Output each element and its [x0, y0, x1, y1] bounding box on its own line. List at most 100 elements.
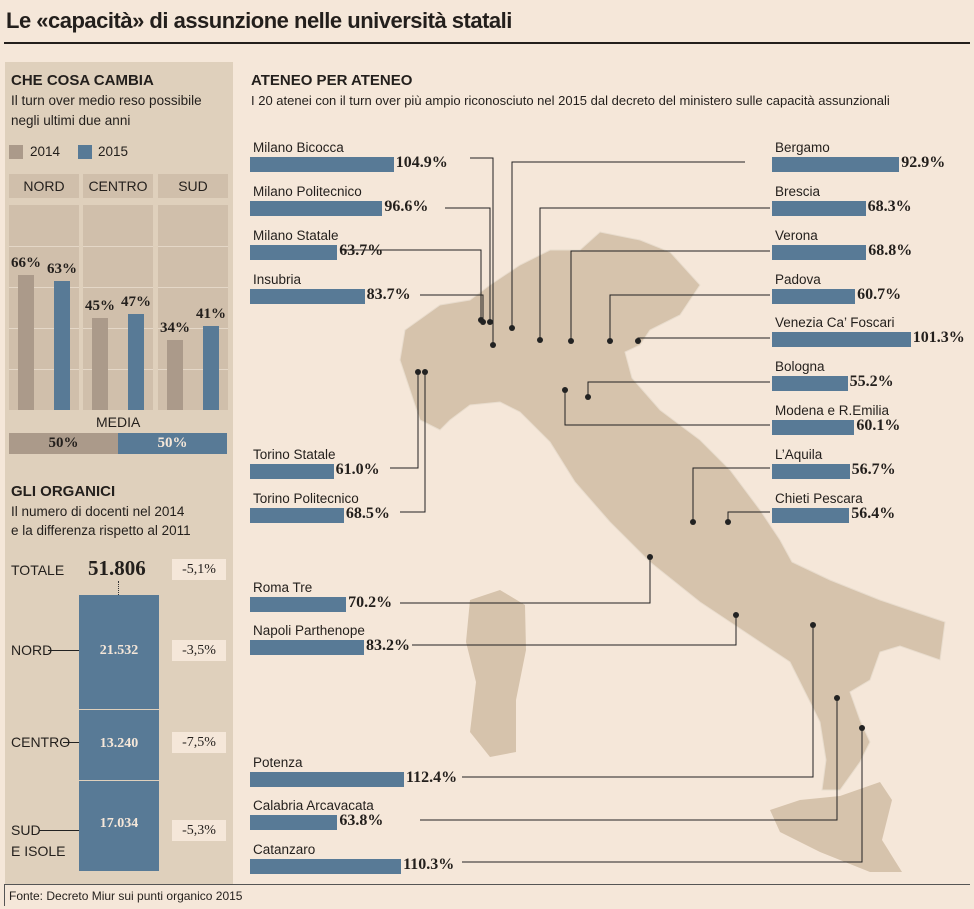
bar-2015: [128, 313, 144, 410]
university-bar: [772, 245, 867, 260]
bar-2015: [203, 325, 219, 410]
centro-connector: [63, 742, 79, 743]
gridline: [83, 287, 153, 288]
university-name: Catanzaro: [253, 842, 316, 857]
university-value: 56.7%: [851, 461, 896, 478]
stack-segment: [79, 780, 159, 871]
university-bar: [250, 157, 394, 172]
university-bar: [250, 640, 364, 655]
university-name: Torino Statale: [253, 447, 336, 462]
media-2015: 50%: [118, 433, 227, 454]
university-value: 70.2%: [348, 594, 393, 611]
totale-change: -5,1%: [172, 559, 226, 580]
bar-label-2015: 47%: [121, 293, 151, 310]
university-value: 61.0%: [335, 461, 380, 478]
region-header: NORD: [9, 174, 79, 198]
leader-line: [511, 161, 745, 328]
legend-2014-label: 2014: [30, 144, 61, 159]
university-value: 55.2%: [849, 373, 894, 390]
leader-line: [587, 381, 770, 397]
university-bar: [250, 815, 338, 830]
university-location-dot: [733, 612, 739, 618]
university-value: 83.2%: [365, 637, 410, 654]
totale-label: TOTALE: [11, 562, 65, 578]
media-label: MEDIA: [96, 414, 141, 430]
bar-2014: [167, 340, 183, 410]
university-name: Milano Politecnico: [253, 184, 362, 199]
gridline: [9, 287, 79, 288]
gridline: [83, 328, 153, 329]
bar-label-2014: 66%: [11, 254, 41, 271]
turnover-subtitle-2: negli ultimi due anni: [11, 113, 131, 128]
university-bar: [250, 245, 338, 260]
change-badge: -7,5%: [172, 732, 226, 753]
university-location-dot: [537, 337, 543, 343]
university-bar: [250, 597, 347, 612]
legend-2015-swatch: [78, 145, 92, 159]
university-name: Napoli Parthenope: [253, 623, 365, 638]
nord-label: NORD: [11, 642, 53, 658]
university-value: 56.4%: [851, 505, 896, 522]
leader-line: [564, 390, 770, 426]
segment-value: 21.532: [99, 642, 139, 658]
university-location-dot: [568, 338, 574, 344]
university-bar: [250, 508, 344, 523]
university-bar: [250, 201, 383, 216]
gridline: [83, 369, 153, 370]
gridline: [9, 246, 79, 247]
university-name: Bologna: [775, 359, 825, 374]
university-name: Modena e R.Emilia: [775, 403, 890, 418]
university-location-dot: [487, 319, 493, 325]
university-location-dot: [859, 725, 865, 731]
university-location-dot: [415, 369, 421, 375]
segment-value: 17.034: [99, 816, 139, 832]
nord-connector: [48, 650, 79, 651]
totale-value: 51.806: [88, 556, 146, 580]
university-name: Torino Politecnico: [253, 491, 359, 506]
university-value: 68.3%: [867, 198, 912, 215]
sardinia: [466, 590, 526, 757]
bar-label-2015: 63%: [47, 260, 77, 277]
university-name: Milano Bicocca: [253, 140, 344, 155]
university-location-dot: [480, 319, 486, 325]
leader-line: [539, 207, 770, 340]
bar-2015: [54, 280, 70, 410]
university-name: Chieti Pescara: [775, 491, 863, 506]
ateneo-heading: ATENEO PER ATENEO: [251, 72, 413, 89]
university-value: 96.6%: [384, 198, 429, 215]
sud-label-1: SUD: [11, 822, 41, 838]
university-location-dot: [490, 342, 496, 348]
gridline: [9, 328, 79, 329]
university-bar: [250, 464, 334, 479]
stack-segment: [79, 710, 159, 780]
segment-value: 13.240: [99, 735, 139, 751]
university-bar: [772, 289, 856, 304]
gridline: [158, 328, 228, 329]
university-bar: [250, 289, 365, 304]
leader-line: [420, 698, 838, 821]
region-header: CENTRO: [83, 174, 153, 198]
leader-line: [420, 294, 484, 322]
university-bar: [250, 859, 402, 874]
university-value: 68.8%: [868, 242, 913, 259]
sud-label-2: E ISOLE: [11, 843, 66, 859]
leader-line: [462, 625, 814, 778]
totale-connector: [118, 581, 119, 595]
organici-subtitle-1: Il numero di docenti nel 2014: [11, 504, 185, 519]
university-value: 60.7%: [857, 286, 902, 303]
gridline: [83, 246, 153, 247]
university-location-dot: [635, 338, 641, 344]
university-location-dot: [585, 394, 591, 400]
gridline: [158, 369, 228, 370]
university-location-dot: [725, 519, 731, 525]
university-value: 112.4%: [405, 769, 458, 786]
change-badge: -5,3%: [172, 820, 226, 841]
turnover-subtitle-1: Il turn over medio reso possibile: [11, 93, 202, 108]
leader-line: [400, 557, 651, 604]
leader-line: [400, 372, 426, 513]
university-bar: [772, 464, 850, 479]
sud-connector: [39, 830, 79, 831]
university-bar: [772, 508, 850, 523]
university-bar: [772, 157, 900, 172]
